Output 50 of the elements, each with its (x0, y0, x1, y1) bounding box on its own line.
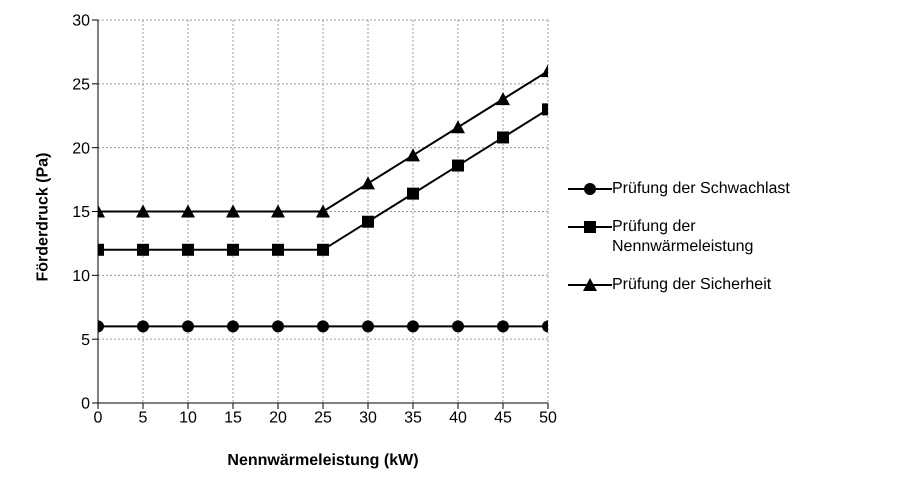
y-tick-label: 30 (72, 12, 90, 30)
point (182, 320, 194, 332)
point (497, 131, 509, 144)
y-tick-label: 15 (72, 204, 90, 222)
y-tick-label: 5 (81, 332, 90, 349)
point (316, 204, 330, 218)
x-tick-label: 35 (404, 409, 422, 426)
point (452, 320, 464, 332)
point (272, 320, 284, 332)
point (182, 244, 194, 256)
point (406, 148, 420, 162)
x-tick-label: 45 (494, 409, 512, 426)
legend-label: Prüfung der Nennwärmeleistung (612, 216, 754, 256)
point (227, 320, 239, 332)
point (407, 320, 419, 332)
x-tick-label: 40 (449, 409, 467, 426)
point (317, 244, 329, 256)
point (137, 244, 149, 256)
x-tick-label: 30 (359, 409, 377, 426)
point (226, 204, 240, 218)
point (362, 216, 374, 228)
point (317, 320, 329, 332)
x-tick-label: 5 (138, 409, 148, 426)
point (407, 188, 419, 200)
point (227, 244, 239, 256)
legend-label: Prüfung der Sicherheit (612, 274, 772, 294)
point (181, 204, 195, 218)
x-tick-label: 15 (224, 409, 242, 426)
y-tick-label: 10 (72, 268, 90, 286)
point (136, 204, 150, 218)
x-tick-label: 50 (539, 409, 557, 426)
y-tick-label: 20 (72, 140, 90, 158)
x-axis-title: Nennwärmeleistung (kW) (227, 452, 419, 469)
point (271, 204, 285, 218)
x-tick-label: 0 (94, 409, 103, 426)
legend-label: Prüfung der Schwachlast (612, 178, 790, 198)
y-axis-title: Förderdruck (Pa) (34, 152, 52, 282)
point (362, 320, 374, 332)
x-tick-label: 25 (314, 409, 332, 426)
x-tick-label: 10 (179, 409, 197, 426)
point (497, 320, 509, 332)
point (361, 176, 375, 190)
point (137, 320, 149, 332)
point (496, 92, 510, 106)
point (452, 160, 464, 172)
x-tick-label: 20 (269, 409, 287, 426)
y-tick-label: 25 (72, 76, 90, 94)
y-tick-label: 0 (81, 396, 90, 413)
point (451, 120, 465, 134)
point (272, 244, 284, 256)
